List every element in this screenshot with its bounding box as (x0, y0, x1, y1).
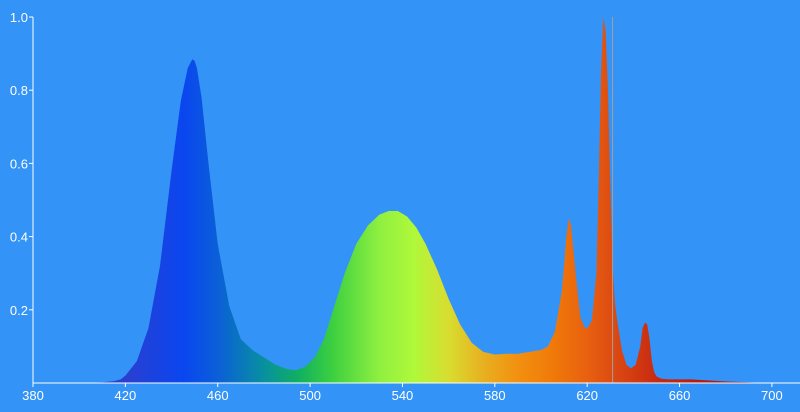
x-tick-label: 500 (299, 388, 321, 403)
y-tick-label: 0.4 (10, 230, 28, 245)
x-tick-label: 460 (207, 388, 229, 403)
y-tick-label: 0.2 (10, 303, 28, 318)
x-tick-label: 580 (484, 388, 506, 403)
x-tick-label: 700 (761, 388, 783, 403)
y-tick-label: 0.6 (10, 156, 28, 171)
y-tick-label: 0.8 (10, 83, 28, 98)
spectrum-series-area (33, 17, 795, 383)
x-tick-label: 660 (669, 388, 691, 403)
x-tick-label: 620 (576, 388, 598, 403)
x-tick-label: 380 (22, 388, 44, 403)
y-tick-label: 1.0 (10, 10, 28, 25)
axes: 380 420 460 500 540 580 620 660 700 0.2 0.4 0.6 0.8 1… (10, 10, 800, 403)
x-tick-label: 540 (392, 388, 414, 403)
x-tick-label: 420 (115, 388, 137, 403)
spectrum-area-layer (33, 17, 795, 383)
